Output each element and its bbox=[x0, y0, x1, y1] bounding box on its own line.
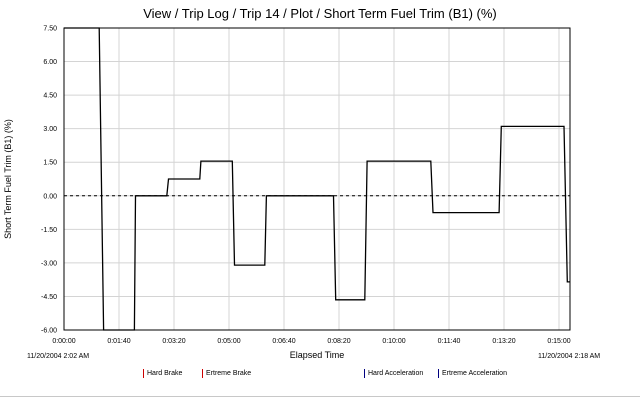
y-tick-label: -3.00 bbox=[41, 260, 57, 267]
x-axis-ticks: 0:00:00 0:01:40 0:03:20 0:05:00 0:06:40 0:08:… bbox=[52, 338, 570, 345]
y-tick-label: 1.50 bbox=[43, 160, 57, 167]
legend-extreme-acceleration-label: Ertreme Acceleration bbox=[442, 370, 507, 377]
y-tick-label: 4.50 bbox=[43, 93, 57, 100]
y-tick-label: -1.50 bbox=[41, 227, 57, 234]
y-tick-label: -6.00 bbox=[41, 328, 57, 335]
x-tick-label: 0:08:20 bbox=[327, 338, 350, 345]
y-tick-label: -4.50 bbox=[41, 294, 57, 301]
y-tick-label: 0.00 bbox=[43, 193, 57, 200]
y-tick-label: 3.00 bbox=[43, 126, 57, 133]
x-tick-label: 0:10:00 bbox=[382, 338, 405, 345]
plot-area bbox=[63, 27, 571, 331]
legend-hard-acceleration-label: Hard Acceleration bbox=[368, 370, 424, 377]
y-axis-ticks: 7.50 6.00 4.50 3.00 1.50 0.00 -1.50 -3.00 -4.50 -… bbox=[41, 26, 57, 335]
hard-acceleration-marker bbox=[364, 369, 365, 378]
legend-hard-brake-label: Hard Brake bbox=[147, 370, 183, 377]
x-tick-label: 0:05:00 bbox=[217, 338, 240, 345]
x-tick-label: 0:00:00 bbox=[52, 338, 75, 345]
x-tick-label: 0:13:20 bbox=[492, 338, 515, 345]
event-legend: Hard Brake Ertreme Brake Hard Accelerati… bbox=[0, 369, 640, 381]
legend-hard-brake: Hard Brake bbox=[143, 369, 182, 378]
y-tick-label: 7.50 bbox=[43, 26, 57, 33]
x-axis-label: Elapsed Time bbox=[290, 350, 345, 360]
start-timestamp: 11/20/2004 2:02 AM bbox=[27, 353, 90, 360]
x-tick-label: 0:11:40 bbox=[438, 338, 461, 345]
fuel-trim-series-line bbox=[64, 27, 570, 331]
y-axis-label: Short Term Fuel Trim (B1) (%) bbox=[3, 119, 13, 239]
footer-divider bbox=[0, 396, 640, 397]
legend-extreme-brake-label: Ertreme Brake bbox=[206, 370, 252, 377]
extreme-brake-marker bbox=[202, 369, 203, 378]
extreme-acceleration-marker bbox=[438, 369, 439, 378]
x-tick-label: 0:03:20 bbox=[162, 338, 185, 345]
legend-extreme-brake: Ertreme Brake bbox=[202, 369, 251, 378]
x-tick-label: 0:15:00 bbox=[547, 338, 570, 345]
hard-brake-marker bbox=[143, 369, 144, 378]
y-tick-label: 6.00 bbox=[43, 59, 57, 66]
legend-extreme-acceleration: Ertreme Acceleration bbox=[438, 369, 507, 378]
end-timestamp: 11/20/2004 2:18 AM bbox=[538, 353, 601, 360]
grid-lines bbox=[63, 27, 570, 331]
x-tick-label: 0:06:40 bbox=[272, 338, 295, 345]
legend-hard-acceleration: Hard Acceleration bbox=[364, 369, 423, 378]
chart-title: View / Trip Log / Trip 14 / Plot / Short… bbox=[143, 6, 497, 21]
x-tick-label: 0:01:40 bbox=[107, 338, 130, 345]
